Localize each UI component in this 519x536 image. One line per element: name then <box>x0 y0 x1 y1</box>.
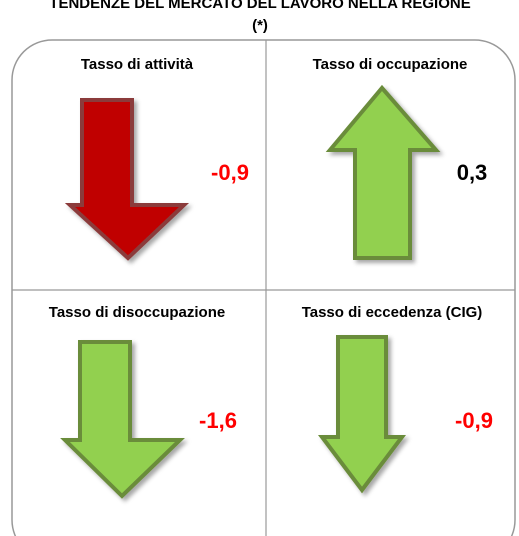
arrow-down <box>60 340 185 499</box>
cell-value: 0,3 <box>457 160 488 185</box>
cell-title: Tasso di eccedenza (CIG) <box>302 304 483 321</box>
cell-title: Tasso di occupazione <box>313 56 468 73</box>
arrow-down <box>317 335 407 494</box>
cell-value: -1,6 <box>199 408 237 433</box>
header-note: (*) <box>252 17 268 34</box>
cell-title: Tasso di attività <box>81 56 194 73</box>
arrow-up <box>325 84 441 260</box>
cell-value: -0,9 <box>455 408 493 433</box>
cell-value: -0,9 <box>211 160 249 185</box>
arrow-down <box>64 98 190 261</box>
header-title: TENDENZE DEL MERCATO DEL LAVORO NELLA RE… <box>49 0 470 12</box>
cell-title: Tasso di disoccupazione <box>49 304 225 321</box>
